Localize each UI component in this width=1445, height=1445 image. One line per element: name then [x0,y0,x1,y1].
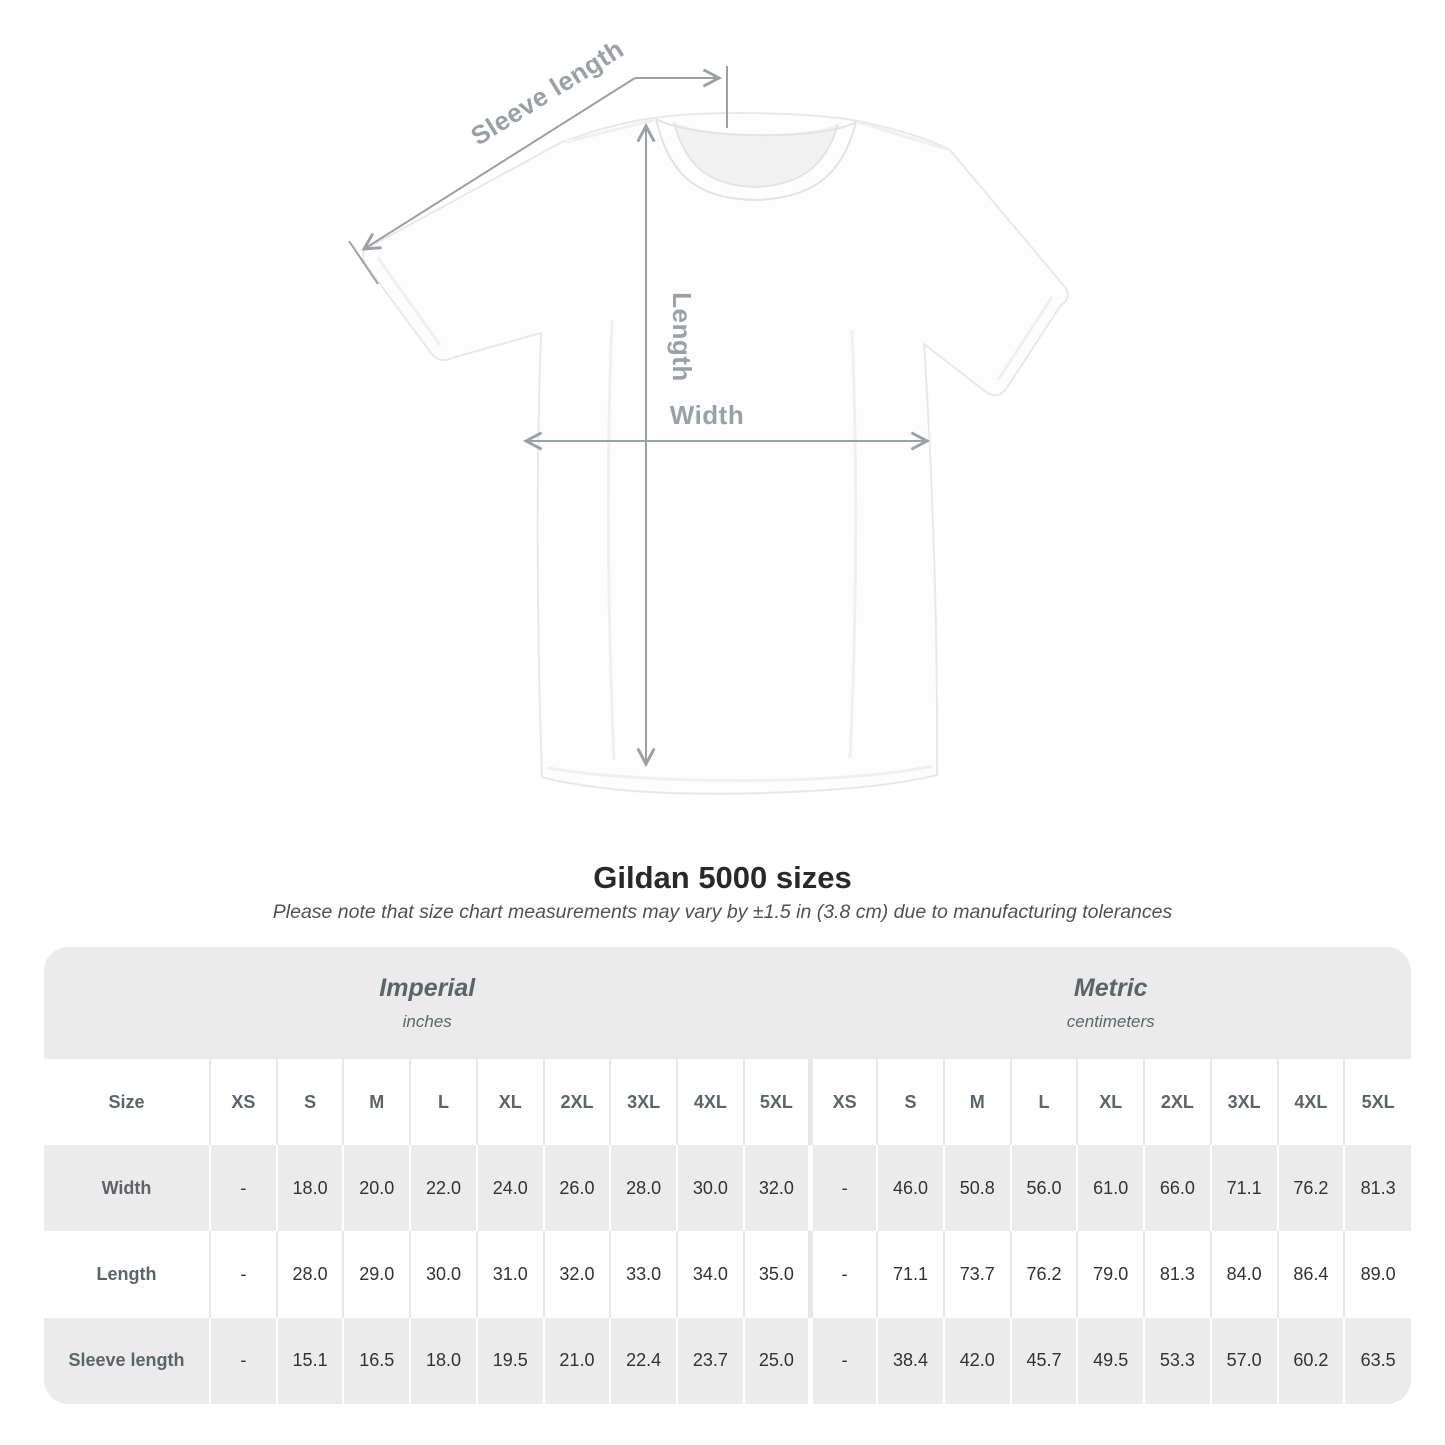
col-header-imperial-m: M [342,1059,411,1145]
unit-group-metric: Metric centimeters [810,947,1411,1059]
measurement-cell: 23.7 [676,1317,744,1404]
measurement-cell: - [209,1317,277,1404]
unit-group-header-row: Imperial inches Metric centimeters [44,947,1411,1059]
measurement-cell: 81.3 [1143,1231,1211,1318]
measurement-cell: - [807,1317,878,1404]
measurement-cell: 22.4 [609,1317,678,1404]
measurement-cell: 21.0 [542,1317,611,1404]
measurement-cell: 35.0 [742,1231,811,1318]
page-title: Gildan 5000 sizes [593,860,852,895]
measurement-cell: 76.2 [1276,1145,1345,1232]
measurement-cell: 71.1 [876,1231,944,1318]
col-header-metric-3xl: 3XL [1209,1059,1278,1145]
measurement-cell: 26.0 [542,1145,611,1232]
table-row: Length -28.0 29.0 30.0 31.0 32.0 33.0 34.0 35.0-… [44,1231,1411,1318]
measurement-cell: 49.5 [1076,1317,1145,1404]
measurement-cell: 89.0 [1343,1231,1411,1318]
measurement-cell: 32.0 [542,1231,611,1318]
col-header-metric-4xl: 4XL [1276,1059,1345,1145]
measurement-cell: 18.0 [275,1145,344,1232]
measurement-cell: 31.0 [475,1231,544,1318]
measurement-cell: 24.0 [475,1145,544,1232]
measurement-cell: 30.0 [409,1231,477,1318]
row-label: Sleeve length [44,1317,210,1404]
col-header-imperial-xs: XS [209,1059,277,1145]
col-header-metric-s: S [876,1059,944,1145]
size-header-row: Size XS S M L XL 2XL 3XL 4XL 5XL XS S M L XL 2XL 3XL 4XL… [44,1059,1411,1145]
measurement-cell: 19.5 [475,1317,544,1404]
tshirt-illustration [361,112,1069,795]
col-header-metric-xs: XS [807,1059,878,1145]
measurement-cell: 66.0 [1143,1145,1211,1232]
measurement-cell: - [209,1145,277,1232]
measurement-cell: 61.0 [1076,1145,1145,1232]
col-header-metric-5xl: 5XL [1343,1059,1411,1145]
col-header-imperial-3xl: 3XL [609,1059,678,1145]
col-header-imperial-2xl: 2XL [542,1059,611,1145]
measurement-cell: 33.0 [609,1231,678,1318]
measurement-cell: 73.7 [942,1231,1011,1318]
imperial-label: Imperial [379,974,476,1002]
sleeve-length-arrow [348,66,728,285]
measurement-cell: - [209,1231,277,1318]
measurement-cell: 56.0 [1009,1145,1078,1232]
tshirt-measurement-diagram: Sleeve length Length Width [348,34,1069,795]
measurement-cell: 50.8 [942,1145,1011,1232]
measurement-cell: 79.0 [1076,1231,1145,1318]
measurement-cell: 45.7 [1009,1317,1078,1404]
col-header-imperial-4xl: 4XL [676,1059,744,1145]
measurement-cell: 38.4 [876,1317,944,1404]
col-header-imperial-l: L [409,1059,477,1145]
measurement-cell: 15.1 [275,1317,344,1404]
col-header-imperial-s: S [275,1059,344,1145]
imperial-unit-label: inches [402,1012,452,1031]
col-header-metric-2xl: 2XL [1143,1059,1211,1145]
length-label: Length [667,292,697,382]
tolerance-note: Please note that size chart measurements… [272,901,1173,923]
measurement-cell: 42.0 [942,1317,1011,1404]
size-table-container: Imperial inches Metric centimeters Size … [44,947,1411,1404]
metric-label: Metric [1073,974,1148,1002]
collar [674,122,838,187]
row-label: Width [44,1145,210,1232]
measurement-cell: 86.4 [1276,1231,1345,1318]
unit-group-imperial: Imperial inches [44,947,811,1059]
measurement-cell: 28.0 [609,1145,678,1232]
measurement-cell: 53.3 [1143,1317,1211,1404]
measurement-cell: 25.0 [742,1317,811,1404]
measurement-cell: 22.0 [409,1145,477,1232]
measurement-cell: 63.5 [1343,1317,1411,1404]
measurement-cell: 34.0 [676,1231,744,1318]
measurement-cell: 32.0 [742,1145,811,1232]
size-table: Imperial inches Metric centimeters Size … [44,947,1411,1404]
measurement-cell: 76.2 [1009,1231,1078,1318]
size-header: Size [44,1059,210,1145]
col-header-metric-l: L [1009,1059,1078,1145]
col-header-imperial-5xl: 5XL [742,1059,811,1145]
metric-unit-label: centimeters [1066,1012,1155,1031]
measurement-cell: 20.0 [342,1145,411,1232]
measurement-cell: 28.0 [275,1231,344,1318]
measurement-cell: 57.0 [1209,1317,1278,1404]
measurement-cell: 18.0 [409,1317,477,1404]
measurement-cell: 84.0 [1209,1231,1278,1318]
row-label: Length [44,1231,210,1318]
width-label: Width [670,400,744,430]
measurement-cell: 71.1 [1209,1145,1278,1232]
measurement-cell: 30.0 [676,1145,744,1232]
col-header-metric-m: M [942,1059,1011,1145]
measurement-cell: 81.3 [1343,1145,1411,1232]
measurement-cell: 60.2 [1276,1317,1345,1404]
measurement-cell: 29.0 [342,1231,411,1318]
table-row: Width -18.0 20.0 22.0 24.0 26.0 28.0 30.0 32.0-4… [44,1145,1411,1232]
measurement-cell: 46.0 [876,1145,944,1232]
measurement-cell: - [807,1145,878,1232]
table-row: Sleeve length -15.1 16.5 18.0 19.5 21.0 22.4 23… [44,1317,1411,1404]
col-header-metric-xl: XL [1076,1059,1145,1145]
col-header-imperial-xl: XL [475,1059,544,1145]
measurement-cell: - [807,1231,878,1318]
measurement-cell: 16.5 [342,1317,411,1404]
